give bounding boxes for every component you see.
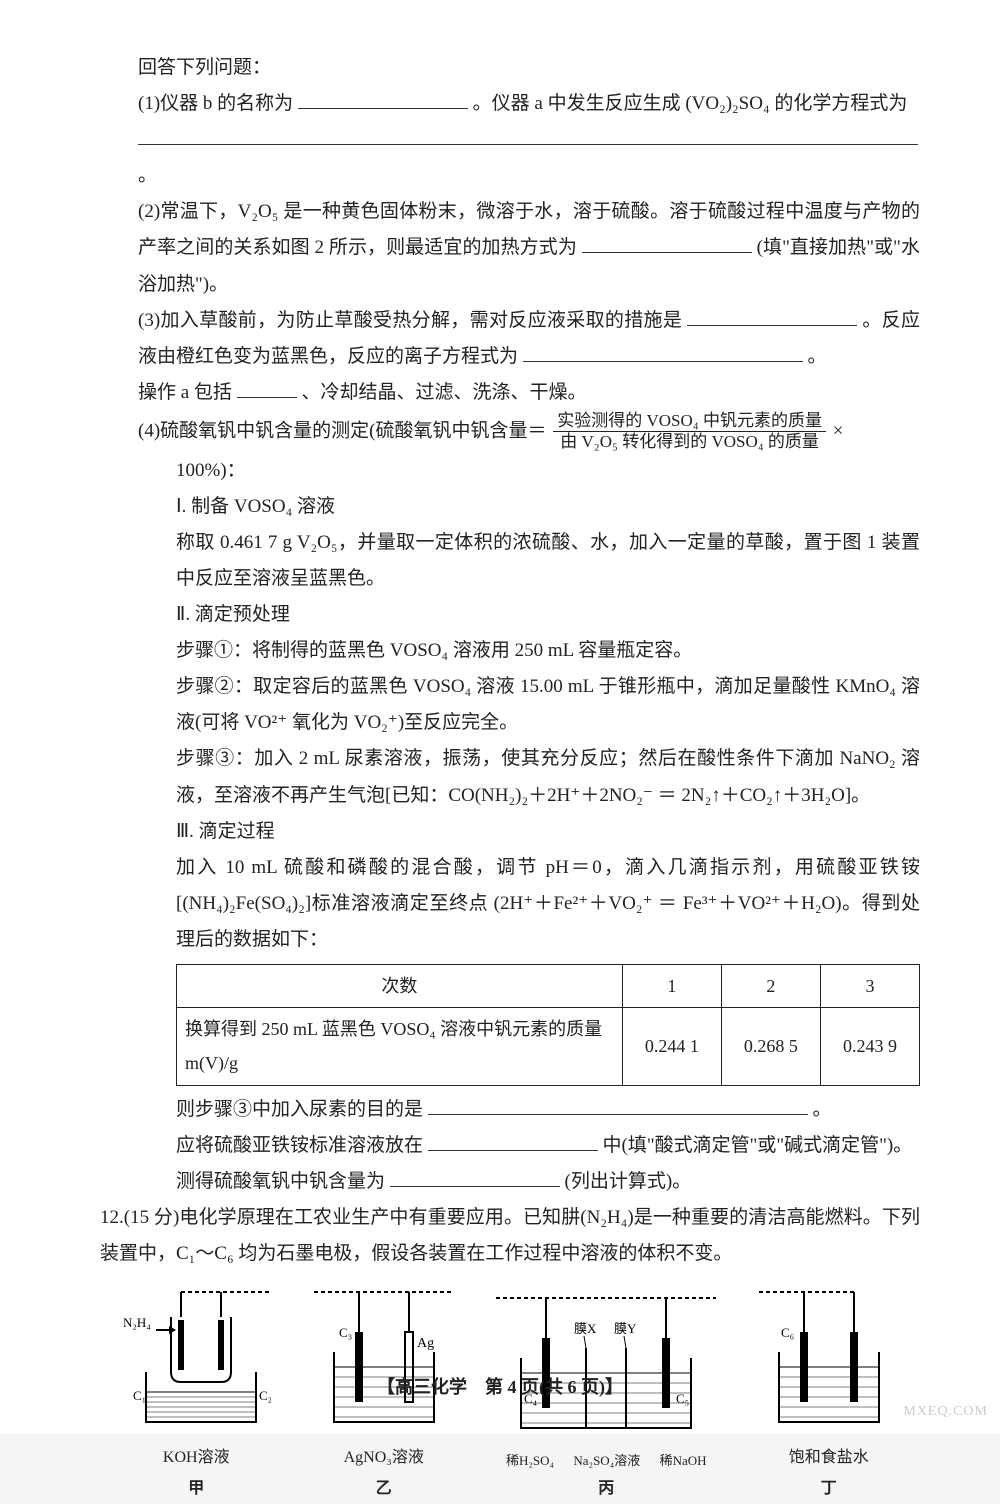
blank (390, 1165, 560, 1187)
q4-tail-3: 测得硫酸氧钒中钒含量为 (列出计算式)。 (100, 1164, 920, 1200)
q3-1: (3)加入草酸前，为防止草酸受热分解，需对反应液采取的措施是 。反应液由橙红色变… (100, 303, 920, 375)
sol-label: Na₂SO₄溶液 (573, 1449, 640, 1474)
blank (582, 232, 752, 254)
svg-text:C₃: C₃ (339, 1325, 352, 1340)
q4-head-c: 100%)： (100, 453, 920, 489)
q1-c: 。 (138, 165, 157, 186)
q4-s2b: 步骤②：取定容后的蓝黑色 VOSO₄ 溶液 15.00 mL 于锥形瓶中，滴加足… (100, 669, 920, 741)
q3-e: 、冷却结晶、过滤、洗涤、干燥。 (301, 382, 586, 403)
q4-s3a: 加入 10 mL 硫酸和磷酸的混合酸，调节 pH＝0，滴入几滴指示剂，用硫酸亚铁… (100, 850, 920, 958)
svg-text:C₆: C₆ (781, 1325, 794, 1340)
q4-s3t: Ⅲ. 滴定过程 (100, 814, 920, 850)
page-footer: 【高三化学 第 4 页(共 6 页)】 (0, 1370, 1000, 1404)
fraction: 实验测得的 VOSO₄ 中钒元素的质量 由 V₂O₅ 转化得到的 VOSO₄ 的… (553, 411, 826, 453)
th-3: 3 (820, 965, 919, 1008)
table-row: 换算得到 250 mL 蓝黑色 VOSO₄ 溶液中钒元素的质量 m(V)/g 0… (177, 1008, 920, 1085)
sol-label: 稀NaOH (660, 1449, 707, 1474)
dev-name: 丁 (759, 1474, 899, 1504)
cell: 0.268 5 (721, 1008, 820, 1085)
blank (428, 1093, 808, 1115)
q4-tail-d: 中(填"酸式滴定管"或"碱式滴定管")。 (603, 1135, 913, 1156)
th-name: 次数 (177, 965, 623, 1008)
q1: (1)仪器 b 的名称为 。仪器 a 中发生反应生成 (VO₂)₂SO₄ 的化学… (100, 86, 920, 122)
label: N₂H₄ (123, 1315, 151, 1330)
q4-head: (4)硫酸氧钒中钒含量的测定(硫酸氧钒中钒含量＝ 实验测得的 VOSO₄ 中钒元… (100, 411, 920, 453)
dev-name: 甲 (121, 1474, 271, 1504)
q4-head-b: × (833, 420, 844, 441)
q1-a: (1)仪器 b 的名称为 (138, 93, 293, 114)
sol-label: 稀H₂SO₄ (506, 1449, 554, 1474)
beaker-svg: Ag C₃ (314, 1282, 454, 1432)
q3-a: (3)加入草酸前，为防止草酸受热分解，需对反应液采取的措施是 (138, 310, 682, 331)
q12: 12.(15 分)电化学原理在工农业生产中有重要应用。已知肼(N₂H₄)是一种重… (100, 1200, 920, 1272)
q3-d: 操作 a 包括 (138, 382, 232, 403)
q4-tail-2: 应将硫酸亚铁铵标准溶液放在 中(填"酸式滴定管"或"碱式滴定管")。 (100, 1128, 920, 1164)
q4-tail-f: (列出计算式)。 (565, 1171, 692, 1192)
watermark: MXEQ.COM (903, 1399, 988, 1426)
q1-b: 。仪器 a 中发生反应生成 (VO₂)₂SO₄ 的化学方程式为 (473, 93, 908, 114)
q4-tail-e: 测得硫酸氧钒中钒含量为 (176, 1171, 385, 1192)
q1-blank-line: 。 (100, 122, 920, 194)
row-label: 换算得到 250 mL 蓝黑色 VOSO₄ 溶液中钒元素的质量 m(V)/g (177, 1008, 623, 1085)
svg-text:Ag: Ag (417, 1336, 434, 1351)
table-row: 次数 1 2 3 (177, 965, 920, 1008)
frac-num: 实验测得的 VOSO₄ 中钒元素的质量 (553, 411, 826, 432)
sol-label: KOH溶液 (121, 1443, 271, 1473)
blank (138, 123, 918, 145)
q3-c: 。 (808, 346, 827, 367)
sol-label: AgNO₃溶液 (314, 1443, 454, 1473)
cell: 0.243 9 (820, 1008, 919, 1085)
q4-head-a: (4)硫酸氧钒中钒含量的测定(硫酸氧钒中钒含量＝ (138, 420, 546, 441)
blank (428, 1129, 598, 1151)
q4-tail-b: 。 (813, 1099, 832, 1120)
q4-s1a: 称取 0.461 7 g V₂O₅，并量取一定体积的浓硫酸、水，加入一定量的草酸… (100, 525, 920, 597)
q4-tail-a: 则步骤③中加入尿素的目的是 (176, 1099, 423, 1120)
q3-2: 操作 a 包括 、冷却结晶、过滤、洗涤、干燥。 (100, 375, 920, 411)
blank (687, 304, 857, 326)
beaker-svg: 膜X 膜Y C₄ C₅ (496, 1288, 716, 1438)
svg-text:膜X: 膜X (574, 1321, 597, 1336)
beaker-svg: N₂H₄ C₁ C₂ (121, 1282, 271, 1432)
th-2: 2 (721, 965, 820, 1008)
data-table: 次数 1 2 3 换算得到 250 mL 蓝黑色 VOSO₄ 溶液中钒元素的质量… (176, 964, 920, 1086)
q2: (2)常温下，V₂O₅ 是一种黄色固体粉末，微溶于水，溶于硫酸。溶于硫酸过程中温… (100, 194, 920, 302)
blank (298, 87, 468, 109)
q4-s2t: Ⅱ. 滴定预处理 (100, 597, 920, 633)
dev-name: 乙 (314, 1474, 454, 1504)
th-1: 1 (622, 965, 721, 1008)
intro: 回答下列问题： (100, 50, 920, 86)
frac-den: 由 V₂O₅ 转化得到的 VOSO₄ 的质量 (553, 432, 826, 452)
q4-tail-1: 则步骤③中加入尿素的目的是 。 (100, 1092, 920, 1128)
q4-s1t: Ⅰ. 制备 VOSO₄ 溶液 (100, 489, 920, 525)
q4-s2a: 步骤①：将制得的蓝黑色 VOSO₄ 溶液用 250 mL 容量瓶定容。 (100, 633, 920, 669)
beaker-svg: C₆ (759, 1282, 899, 1432)
q4-s2c: 步骤③：加入 2 mL 尿素溶液，振荡，使其充分反应；然后在酸性条件下滴加 Na… (100, 741, 920, 813)
blank (523, 340, 803, 362)
q4-tail-c: 应将硫酸亚铁铵标准溶液放在 (176, 1135, 423, 1156)
blank (237, 376, 297, 398)
cell: 0.244 1 (622, 1008, 721, 1085)
sol-label: 饱和食盐水 (759, 1443, 899, 1473)
dev-name: 丙 (496, 1474, 716, 1504)
svg-text:膜Y: 膜Y (614, 1321, 637, 1336)
